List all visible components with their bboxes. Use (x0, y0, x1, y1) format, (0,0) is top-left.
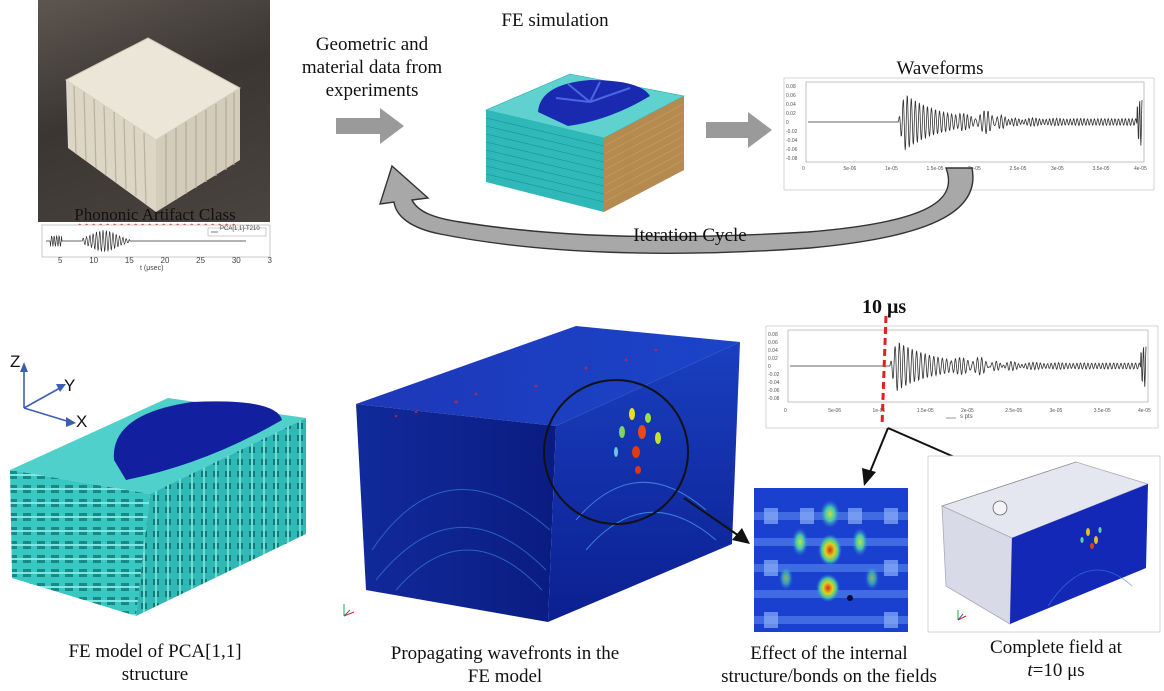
waveform-ytick: -0.08 (786, 156, 798, 162)
axis-y-label: Y (64, 376, 76, 395)
waveform-legend: s pts (960, 414, 973, 420)
pca-label: Phononic Artifact Class (74, 205, 236, 224)
propagating-label: Propagating wavefronts in the FE model (390, 643, 620, 687)
fe-model-label: FE model of PCA[1,1] structure (68, 641, 242, 685)
right-arrow-2 (706, 112, 772, 148)
axis-triad (20, 362, 76, 427)
complete-field-box (927, 455, 1161, 633)
photo-waveform-xlabel: t (μsec) (140, 265, 164, 272)
photo-xtick: 20 (160, 256, 170, 265)
iteration-cycle-label: Iteration Cycle (633, 225, 747, 246)
photo-xtick: 15 (124, 256, 134, 265)
waveform-ytick: 0.02 (786, 111, 796, 117)
propagating-wavefront-block (343, 326, 740, 622)
waveform-xtick: 1e-05 (873, 408, 886, 414)
waveform-ytick: 0.02 (768, 356, 778, 362)
waveform-ytick: -0.08 (768, 396, 780, 402)
waveform-xtick: 2.5e-05 (1005, 408, 1022, 414)
waveform-ytick: 0.06 (786, 93, 796, 99)
iteration-cycle-arrow (378, 164, 974, 254)
waveform-ytick: 0 (768, 364, 771, 370)
waveform-ytick: 0 (786, 120, 789, 126)
waveform-xtick: 5e-06 (844, 166, 857, 172)
waveform-xtick: 4e-05 (1138, 408, 1151, 414)
waveform-ytick: -0.02 (786, 129, 798, 135)
waveforms-title: Waveforms (896, 58, 984, 79)
zoom-inset-field (754, 488, 908, 632)
waveform-ytick: -0.04 (786, 138, 798, 144)
waveform-ytick: 0.06 (768, 340, 778, 346)
right-arrow-1 (336, 108, 404, 144)
photo-xtick: 3 (267, 256, 272, 265)
time-marker-label: 10 μs (862, 296, 907, 318)
waveform-xtick: 0 (784, 408, 787, 414)
waveform-ytick: 0.08 (768, 332, 778, 338)
photo-xtick: 10 (89, 256, 99, 265)
waveform-xtick: 2.5e-05 (1010, 166, 1027, 172)
complete-label-suffix: =10 μs (1032, 660, 1085, 681)
fe-simulation-title: FE simulation (501, 10, 609, 31)
waveform-xtick: 3.5e-05 (1094, 408, 1111, 414)
waveform-ytick: 0.08 (786, 84, 796, 90)
complete-label-prefix: Complete field at (990, 637, 1122, 658)
waveforms-plot-bottom: 0.08 0.06 0.04 0.02 0 -0.02 -0.04 -0.06 -0.08 0 5… (765, 315, 1159, 429)
waveform-xtick: 1.5e-05 (927, 166, 944, 172)
waveform-xtick: 5e-06 (828, 408, 841, 414)
geometric-data-label: Geometric and material data from experim… (301, 34, 443, 101)
waveforms-plot-top: 0.08 0.06 0.04 0.02 0 -0.02 -0.04 -0.06 -0.08 0 5… (783, 77, 1155, 191)
waveform-xtick: 0 (802, 166, 805, 172)
photo-waveform-plot (41, 224, 271, 258)
waveform-xtick: 1e-05 (885, 166, 898, 172)
photo-waveform-legend: PCA[1,1]-T210 (220, 226, 260, 232)
waveform-xtick: 1.5e-05 (917, 408, 934, 414)
waveform-ytick: -0.04 (768, 380, 780, 386)
waveform-ytick: 0.04 (768, 348, 778, 354)
fe-simulation-block (485, 73, 685, 212)
axis-z-label: Z (10, 352, 21, 371)
waveform-xtick: 4e-05 (1134, 166, 1147, 172)
effect-label: Effect of the internal structure/bonds o… (721, 643, 937, 687)
waveform-xtick: 3.5e-05 (1093, 166, 1110, 172)
photo-xtick: 25 (196, 256, 206, 265)
waveform-ytick: -0.02 (768, 372, 780, 378)
complete-label-t: t (1027, 660, 1033, 681)
artifact-block-illustration (65, 37, 241, 212)
pca-fe-model (10, 398, 306, 616)
photo-xtick: 30 (231, 256, 241, 265)
waveform-xtick: 3e-05 (1051, 166, 1064, 172)
waveform-xtick: 2e-05 (961, 408, 974, 414)
waveform-xtick: 3e-05 (1050, 408, 1063, 414)
waveform-ytick: -0.06 (768, 388, 780, 394)
artifact-photo (38, 0, 270, 222)
photo-waveform-xticks: 5 10 15 20 25 30 3 (58, 256, 272, 265)
waveform-ytick: 0.04 (786, 102, 796, 108)
zoom-arrow (683, 497, 750, 544)
photo-xtick: 5 (58, 256, 63, 265)
waveform-ytick: -0.06 (786, 147, 798, 153)
waveform-xtick: 2e-05 (968, 166, 981, 172)
complete-field-label: Complete field at t=10 μs (986, 636, 1126, 682)
axis-x-label: X (76, 412, 88, 431)
